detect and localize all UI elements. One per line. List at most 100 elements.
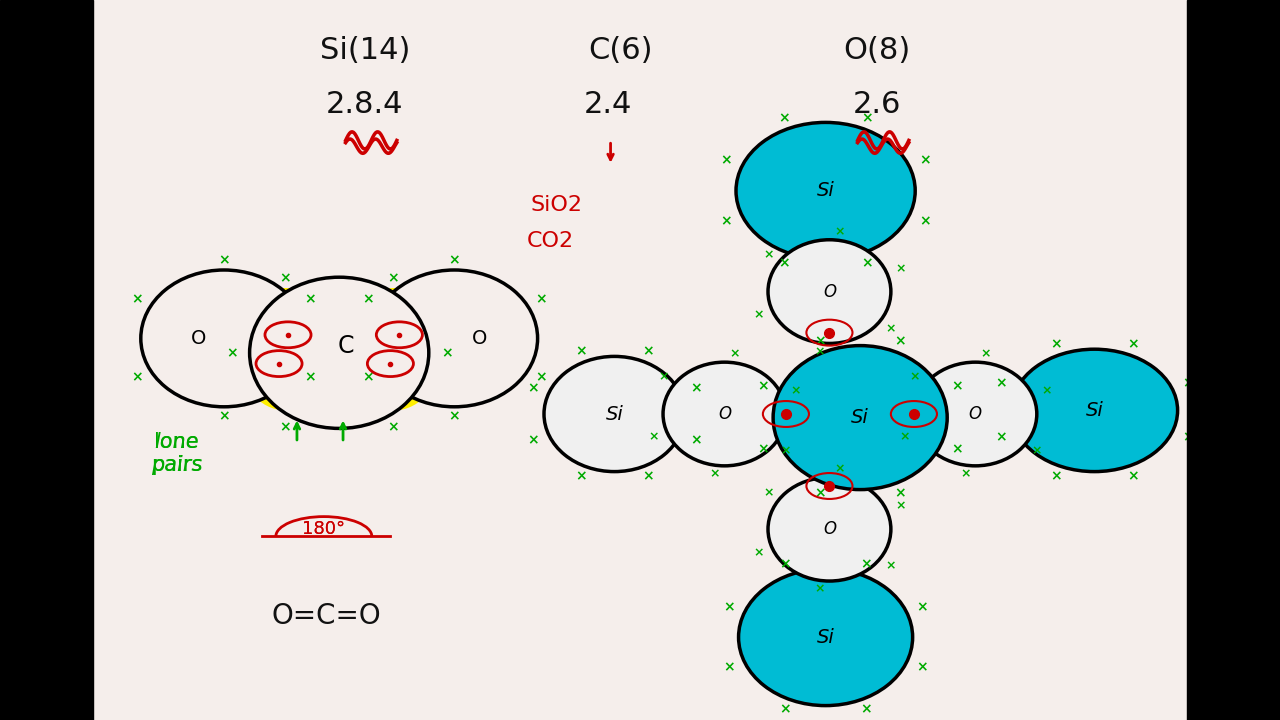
Text: ×: × [753, 546, 764, 559]
Text: ×: × [790, 384, 801, 397]
Text: lone
pairs: lone pairs [151, 432, 202, 475]
Text: ×: × [535, 292, 547, 307]
Text: ×: × [387, 420, 399, 434]
Text: ×: × [916, 600, 928, 614]
Text: ×: × [305, 370, 316, 384]
Text: ×: × [758, 442, 769, 456]
Text: O: O [969, 405, 982, 423]
Text: ×: × [1041, 384, 1052, 397]
Text: ×: × [643, 344, 654, 359]
Text: C(6): C(6) [589, 36, 653, 65]
Text: lone
pairs: lone pairs [151, 432, 202, 475]
Text: ×: × [895, 262, 906, 275]
Text: ×: × [860, 703, 872, 716]
Text: Si: Si [1085, 401, 1103, 420]
Text: ×: × [980, 348, 991, 361]
Text: ×: × [753, 308, 764, 321]
Text: ×: × [1128, 338, 1139, 351]
Text: 2.6: 2.6 [852, 90, 901, 119]
Ellipse shape [237, 288, 334, 410]
Text: ×: × [919, 154, 931, 168]
Text: ×: × [690, 381, 701, 395]
Ellipse shape [1011, 349, 1178, 472]
Text: ×: × [780, 703, 791, 716]
Text: O: O [472, 329, 488, 348]
Text: ×: × [814, 487, 826, 500]
Ellipse shape [739, 569, 913, 706]
Text: ×: × [723, 600, 735, 614]
Text: 2.8.4: 2.8.4 [326, 90, 403, 119]
Text: ×: × [279, 420, 292, 434]
Text: ×: × [648, 431, 659, 444]
Text: ×: × [527, 381, 539, 395]
Ellipse shape [250, 277, 429, 428]
Text: Si: Si [605, 405, 623, 423]
Text: ×: × [218, 409, 230, 423]
Text: O: O [191, 329, 206, 348]
Text: ×: × [387, 271, 399, 286]
Bar [0, 0, 93, 720]
Ellipse shape [768, 240, 891, 343]
Text: O: O [718, 405, 731, 423]
Ellipse shape [346, 288, 443, 410]
Ellipse shape [544, 356, 685, 472]
Text: ×: × [1181, 431, 1194, 445]
Bar [1187, 0, 1280, 720]
Ellipse shape [914, 362, 1037, 466]
Text: ×: × [835, 225, 845, 238]
Text: ×: × [861, 112, 873, 125]
Text: 180°: 180° [302, 520, 346, 539]
Text: ×: × [709, 467, 719, 480]
Text: ×: × [440, 346, 453, 360]
Text: ×: × [960, 467, 970, 480]
Text: O=C=O: O=C=O [271, 602, 381, 629]
Text: ×: × [778, 112, 790, 125]
Ellipse shape [663, 362, 786, 466]
Text: Si: Si [817, 181, 835, 200]
Text: ×: × [895, 500, 906, 513]
Text: Si: Si [817, 628, 835, 647]
Text: ×: × [884, 559, 896, 572]
Text: ×: × [721, 214, 732, 228]
Text: ×: × [362, 292, 374, 307]
Text: ×: × [1181, 376, 1194, 390]
Text: O(8): O(8) [844, 36, 910, 65]
Text: ×: × [899, 431, 910, 444]
Text: ×: × [448, 253, 461, 268]
Text: ×: × [225, 346, 238, 360]
Text: 180°: 180° [302, 520, 346, 539]
Text: ×: × [279, 271, 292, 286]
Text: ×: × [916, 660, 928, 674]
Ellipse shape [768, 477, 891, 581]
Text: ×: × [730, 348, 740, 361]
Text: ×: × [1128, 469, 1139, 483]
Text: O: O [823, 282, 836, 301]
Text: ×: × [535, 370, 547, 384]
Text: ×: × [861, 256, 873, 270]
Text: ×: × [778, 256, 790, 270]
Text: ×: × [448, 409, 461, 423]
Text: ×: × [758, 379, 769, 393]
Text: ×: × [951, 379, 963, 393]
Text: ×: × [305, 292, 316, 307]
Text: ×: × [919, 214, 931, 228]
Ellipse shape [736, 122, 915, 259]
Text: ×: × [814, 582, 824, 595]
Text: ×: × [763, 248, 774, 261]
Text: ×: × [763, 486, 774, 499]
Text: ×: × [895, 335, 906, 348]
Text: ×: × [951, 442, 963, 456]
Text: ×: × [1050, 469, 1061, 483]
Text: ×: × [909, 371, 920, 384]
Ellipse shape [141, 270, 307, 407]
Text: ×: × [860, 558, 872, 572]
Text: Si(14): Si(14) [320, 36, 410, 65]
Text: CO2: CO2 [527, 231, 573, 251]
Text: C: C [338, 333, 353, 358]
Text: ×: × [1030, 444, 1042, 457]
Text: ×: × [658, 371, 669, 384]
Text: ×: × [575, 469, 586, 484]
Text: ×: × [362, 370, 374, 384]
Text: ×: × [814, 345, 824, 358]
Text: ×: × [895, 487, 906, 500]
